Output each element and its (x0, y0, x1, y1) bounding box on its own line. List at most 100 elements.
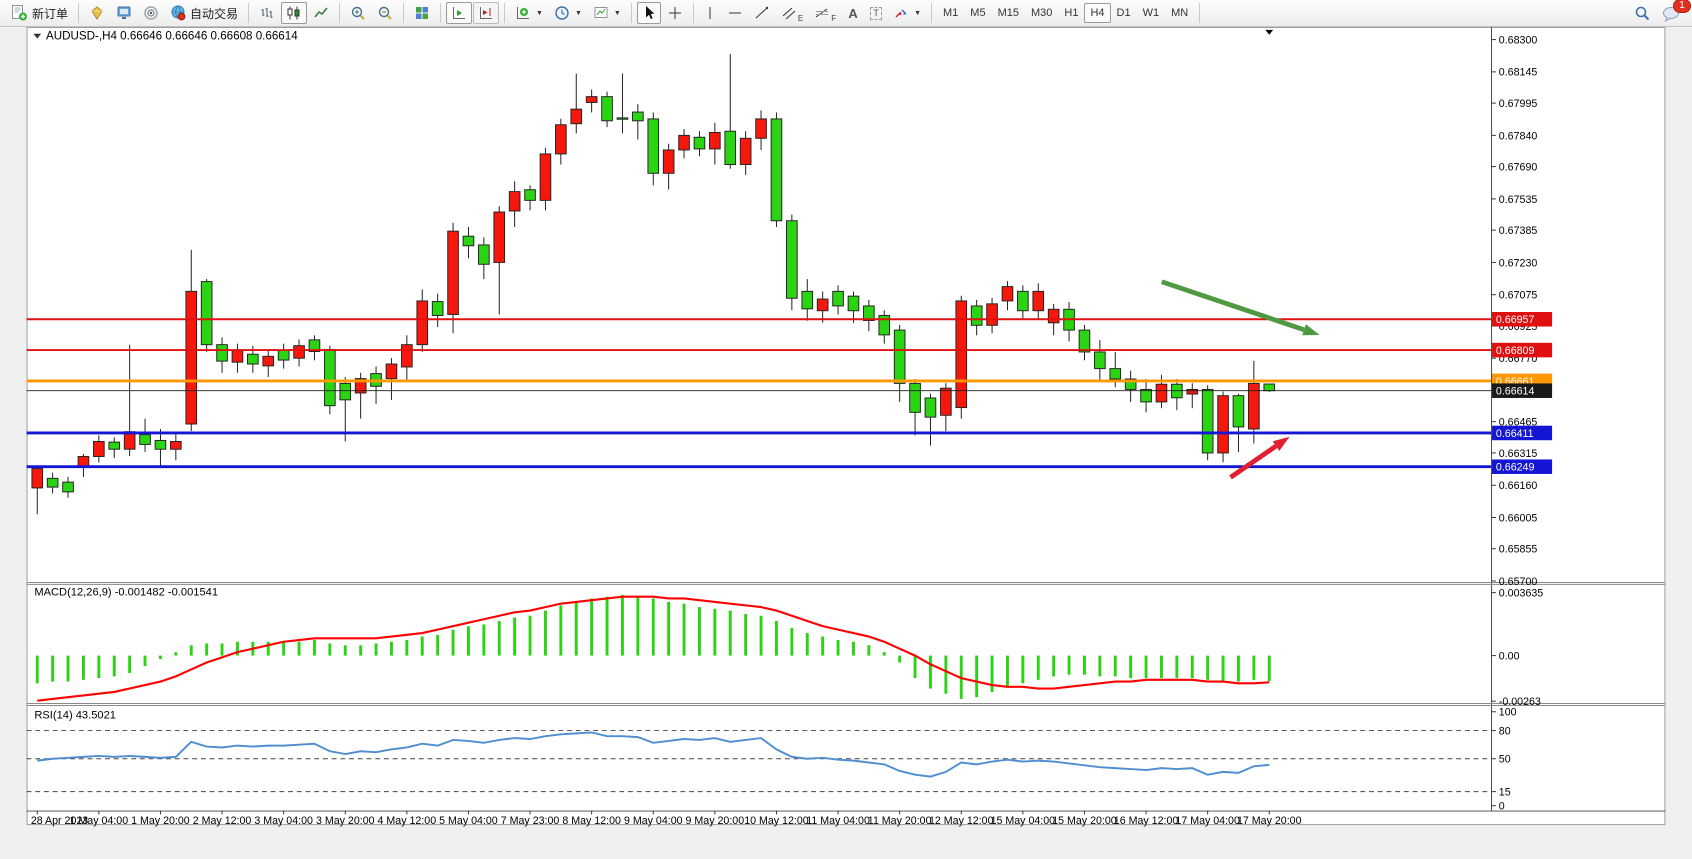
vertical-line-tool-button[interactable] (699, 2, 721, 24)
price-label-box (1492, 342, 1553, 358)
candle-body (1001, 286, 1014, 302)
zoom-out-button[interactable] (372, 2, 398, 24)
search-icon (1635, 6, 1650, 21)
time-tick-label: 15 May 04:00 (991, 815, 1056, 827)
price-tick-label: 0.67385 (1499, 225, 1538, 237)
candle-body (77, 456, 90, 467)
price-tick-label: 0.66315 (1499, 448, 1538, 460)
fibonacci-tool-button[interactable]: F (809, 2, 841, 24)
chart-window-border (26, 27, 1666, 826)
candle (709, 122, 721, 165)
auto-trading-button[interactable]: 自动交易 (165, 2, 243, 24)
time-tick-label: 1 May 04:00 (70, 815, 129, 827)
candle-body (354, 378, 367, 394)
gem-icon (91, 6, 103, 20)
arrow-head (1302, 324, 1320, 336)
chart-canvas[interactable]: 0.68300 0.68145 0.67995 0.67840 0.67690 0.675… (0, 27, 1692, 859)
timeframe-button-m30[interactable]: M30 (1025, 3, 1058, 23)
cursor-tool-button[interactable] (636, 2, 661, 24)
indicators-icon (517, 7, 530, 19)
text-label-tool-button[interactable]: T (865, 2, 887, 24)
candle-body (1047, 308, 1060, 324)
candle-body (863, 305, 875, 321)
candle (493, 206, 506, 315)
bar-chart-button[interactable] (254, 2, 280, 24)
candle-body (1217, 395, 1229, 454)
horizontal-line-tool-button[interactable] (722, 2, 748, 24)
signals-button[interactable] (138, 2, 164, 24)
symbol-ohlc-line: AUDUSD-,H4 0.66646 0.66646 0.66608 0.666… (46, 30, 298, 43)
timeframe-button-h1[interactable]: H1 (1058, 3, 1084, 23)
candle (616, 73, 629, 134)
timeframe-button-m5[interactable]: M5 (964, 3, 991, 23)
time-tick-label: 8 May 12:00 (562, 815, 621, 827)
rsi-tick-label: 15 (1499, 787, 1511, 799)
candle (262, 349, 275, 377)
candle-body (385, 363, 398, 380)
time-tick-label: 9 May 04:00 (624, 815, 683, 827)
time-tick-label: 16 May 12:00 (1114, 815, 1179, 827)
terminal-button[interactable] (111, 2, 137, 24)
timeframe-button-m1[interactable]: M1 (937, 3, 964, 23)
candlestick-chart-button[interactable] (281, 2, 308, 24)
candle-body (616, 117, 629, 120)
timeframe-button-w1[interactable]: W1 (1137, 3, 1166, 23)
candle (431, 293, 444, 327)
line-chart-button[interactable] (308, 2, 334, 24)
channel-tool-button[interactable]: E (776, 2, 808, 24)
separator (504, 3, 506, 23)
candle (555, 118, 567, 165)
candle-body (940, 387, 952, 416)
candle (385, 358, 398, 400)
text-tool-button[interactable]: A (842, 2, 864, 24)
timeframe-button-d1[interactable]: D1 (1111, 3, 1137, 23)
candle-body (755, 118, 767, 139)
cursor-icon (645, 6, 655, 19)
fibonacci-tool-label: F (831, 14, 837, 23)
candle-body (986, 303, 998, 326)
candle-body (693, 136, 706, 150)
candle-body (1232, 395, 1245, 428)
new-order-button[interactable]: 新订单 (6, 2, 73, 24)
rsi-line (37, 731, 1270, 778)
auto-scroll-button[interactable] (446, 2, 473, 24)
notifications-button[interactable]: 1 (1656, 0, 1691, 24)
tile-windows-button[interactable] (409, 2, 435, 24)
candle (801, 279, 814, 321)
price-tick-label: 0.68145 (1499, 67, 1538, 79)
price-tick-label: 0.65700 (1499, 576, 1538, 588)
chart-shift-button[interactable] (473, 2, 500, 24)
time-tick-label: 11 May 20:00 (868, 815, 932, 827)
timeframe-button-mn[interactable]: MN (1165, 3, 1194, 23)
trendline-tool-button[interactable] (749, 2, 775, 24)
candle (93, 435, 105, 463)
indicators-button[interactable]: ▼ (510, 2, 548, 24)
candle (1078, 324, 1091, 361)
price-label-text: 0.66411 (1496, 428, 1534, 440)
price-axis: 0.68300 0.68145 0.67995 0.67840 0.67690 0.675… (1491, 34, 1538, 588)
periods-button[interactable]: ▼ (549, 2, 587, 24)
timeframe-button-m15[interactable]: M15 (992, 3, 1025, 23)
auto-trading-icon (171, 5, 186, 21)
dropdown-caret: ▼ (574, 9, 582, 17)
timeframe-button-h4[interactable]: H4 (1084, 3, 1111, 23)
templates-button[interactable]: ▼ (588, 2, 626, 24)
candle (62, 476, 74, 498)
candle (924, 393, 937, 446)
candle (108, 437, 121, 459)
gem-button[interactable] (84, 2, 110, 24)
vertical-line-icon (709, 7, 711, 19)
symbol-dropdown-icon[interactable] (33, 33, 42, 39)
time-tick-label: 1 May 20:00 (131, 815, 190, 827)
candle-body (970, 305, 983, 326)
zoom-in-button[interactable] (345, 2, 371, 24)
rsi-label: RSI(14) 43.5021 (34, 710, 116, 722)
arrows-tool-button[interactable]: ▼ (888, 2, 926, 24)
search-button[interactable] (1629, 2, 1656, 24)
crosshair-tool-button[interactable] (662, 2, 688, 24)
time-tick-label: 12 May 12:00 (929, 815, 994, 827)
line-price-label: 0.66411 (1492, 425, 1553, 441)
chart-title: AUDUSD-,H4 0.66646 0.66646 0.66608 0.666… (33, 30, 298, 43)
